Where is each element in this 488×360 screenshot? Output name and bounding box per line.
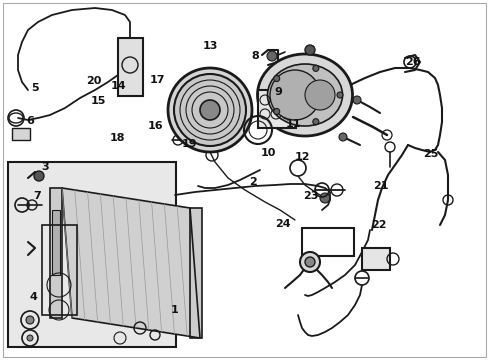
Circle shape <box>168 68 251 152</box>
Text: 4: 4 <box>29 292 37 302</box>
Text: 12: 12 <box>294 152 309 162</box>
Circle shape <box>34 171 44 181</box>
Circle shape <box>305 80 334 110</box>
Text: 11: 11 <box>285 119 301 129</box>
Text: 5: 5 <box>31 83 39 93</box>
Text: 15: 15 <box>91 96 106 106</box>
Circle shape <box>312 119 318 125</box>
Text: 8: 8 <box>251 51 259 61</box>
Ellipse shape <box>267 64 342 126</box>
Bar <box>12 128 30 140</box>
Text: 19: 19 <box>182 139 197 149</box>
Circle shape <box>305 45 314 55</box>
Polygon shape <box>62 188 200 338</box>
Circle shape <box>266 51 276 61</box>
Circle shape <box>319 193 329 203</box>
Circle shape <box>312 66 318 71</box>
Circle shape <box>299 252 319 272</box>
Bar <box>258 90 295 128</box>
Circle shape <box>27 335 33 341</box>
Bar <box>52 210 60 275</box>
Text: 20: 20 <box>86 76 102 86</box>
Text: 6: 6 <box>26 116 34 126</box>
Text: 17: 17 <box>149 75 165 85</box>
Text: 25: 25 <box>423 149 438 159</box>
Text: 18: 18 <box>109 133 125 143</box>
Text: 22: 22 <box>370 220 386 230</box>
Circle shape <box>338 133 346 141</box>
Text: 10: 10 <box>260 148 275 158</box>
Circle shape <box>26 316 34 324</box>
Bar <box>302 228 353 256</box>
Circle shape <box>336 92 342 98</box>
Text: 16: 16 <box>147 121 163 131</box>
Bar <box>50 188 62 318</box>
Text: 23: 23 <box>302 191 318 201</box>
Text: 9: 9 <box>274 87 282 97</box>
Circle shape <box>273 108 279 114</box>
Text: 21: 21 <box>372 181 387 192</box>
Bar <box>190 208 202 338</box>
Bar <box>42 225 77 315</box>
Circle shape <box>200 100 220 120</box>
Text: 14: 14 <box>110 81 126 91</box>
Circle shape <box>305 257 314 267</box>
Bar <box>118 38 142 96</box>
Bar <box>8 162 176 347</box>
Text: 26: 26 <box>405 57 420 67</box>
Text: 7: 7 <box>33 191 41 201</box>
Circle shape <box>174 74 245 146</box>
Text: 24: 24 <box>274 219 290 229</box>
Circle shape <box>352 96 360 104</box>
Text: 3: 3 <box>41 162 49 172</box>
Bar <box>361 248 389 270</box>
Text: 13: 13 <box>202 41 218 51</box>
Circle shape <box>273 76 279 82</box>
Ellipse shape <box>257 54 352 136</box>
Text: 2: 2 <box>249 177 257 187</box>
Circle shape <box>269 70 319 120</box>
Text: 1: 1 <box>171 305 179 315</box>
